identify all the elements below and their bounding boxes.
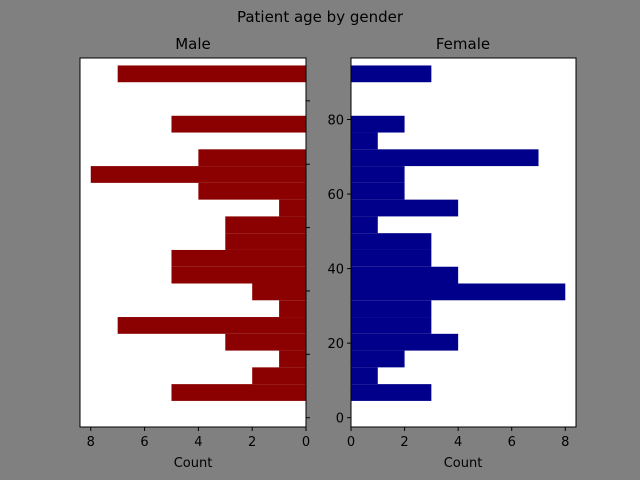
male-bar-13: [90, 166, 306, 183]
male-x-tick-label: 0: [302, 435, 310, 450]
male-x-axis-label: Count: [174, 456, 213, 471]
male-bar-3: [225, 333, 306, 351]
female-y-tick-label: 60: [327, 188, 344, 203]
male-x-tick-label: 4: [194, 435, 202, 450]
female-bar-16: [351, 115, 405, 133]
female-bar-5: [351, 300, 432, 318]
male-bar-0: [171, 384, 306, 401]
chart-suptitle: Patient age by gender: [237, 8, 404, 26]
male-panel-title: Male: [175, 35, 211, 53]
female-bar-12: [351, 182, 405, 200]
female-bar-7: [351, 266, 459, 284]
female-bar-11: [351, 199, 459, 217]
male-bar-10: [225, 216, 306, 234]
female-bar-8: [351, 249, 432, 267]
female-bar-13: [351, 166, 405, 183]
male-bar-16: [117, 65, 307, 83]
female-bar-15: [351, 132, 378, 150]
female-bar-4: [351, 317, 432, 334]
male-bar-12: [198, 182, 306, 200]
female-x-axis-label: Count: [444, 456, 483, 471]
male-x-tick-label: 8: [87, 435, 95, 450]
male-bar-4: [117, 317, 307, 334]
male-plot-frame: [79, 57, 307, 428]
female-plot-frame: [350, 57, 577, 428]
female-y-tick-label: 20: [327, 337, 344, 352]
male-bar-15: [171, 115, 306, 133]
female-x-tick-label: 6: [508, 435, 516, 450]
male-panel: Male Count 8 6 4 2 0: [79, 35, 310, 471]
female-bar-0: [351, 384, 432, 401]
male-bar-11: [279, 199, 306, 217]
female-x-tick-label: 8: [561, 435, 569, 450]
female-bar-17: [351, 65, 432, 83]
male-bar-2: [279, 350, 306, 368]
female-x-tick-label: 2: [400, 435, 408, 450]
female-bar-14: [351, 149, 539, 167]
male-bar-7: [171, 266, 306, 284]
female-y-tick-label: 80: [327, 114, 344, 129]
female-bar-6: [351, 283, 566, 301]
female-y-tick-label: 0: [336, 412, 344, 427]
male-bar-9: [225, 233, 306, 250]
female-x-tick-label: 4: [454, 435, 462, 450]
female-bar-9: [351, 233, 432, 250]
male-x-tick-label: 2: [248, 435, 256, 450]
male-bar-14: [198, 149, 306, 167]
female-bar-1: [351, 367, 378, 385]
male-bar-1: [252, 367, 306, 385]
male-bar-5: [279, 300, 306, 318]
male-bar-6: [252, 283, 306, 301]
female-y-tick-label: 40: [327, 263, 344, 278]
female-bar-3: [351, 333, 459, 351]
male-x-tick-label: 6: [140, 435, 148, 450]
female-bar-2: [351, 350, 405, 368]
male-bar-8: [171, 249, 306, 267]
female-panel-title: Female: [436, 35, 490, 53]
female-bar-10: [351, 216, 378, 234]
female-x-tick-label: 0: [347, 435, 355, 450]
